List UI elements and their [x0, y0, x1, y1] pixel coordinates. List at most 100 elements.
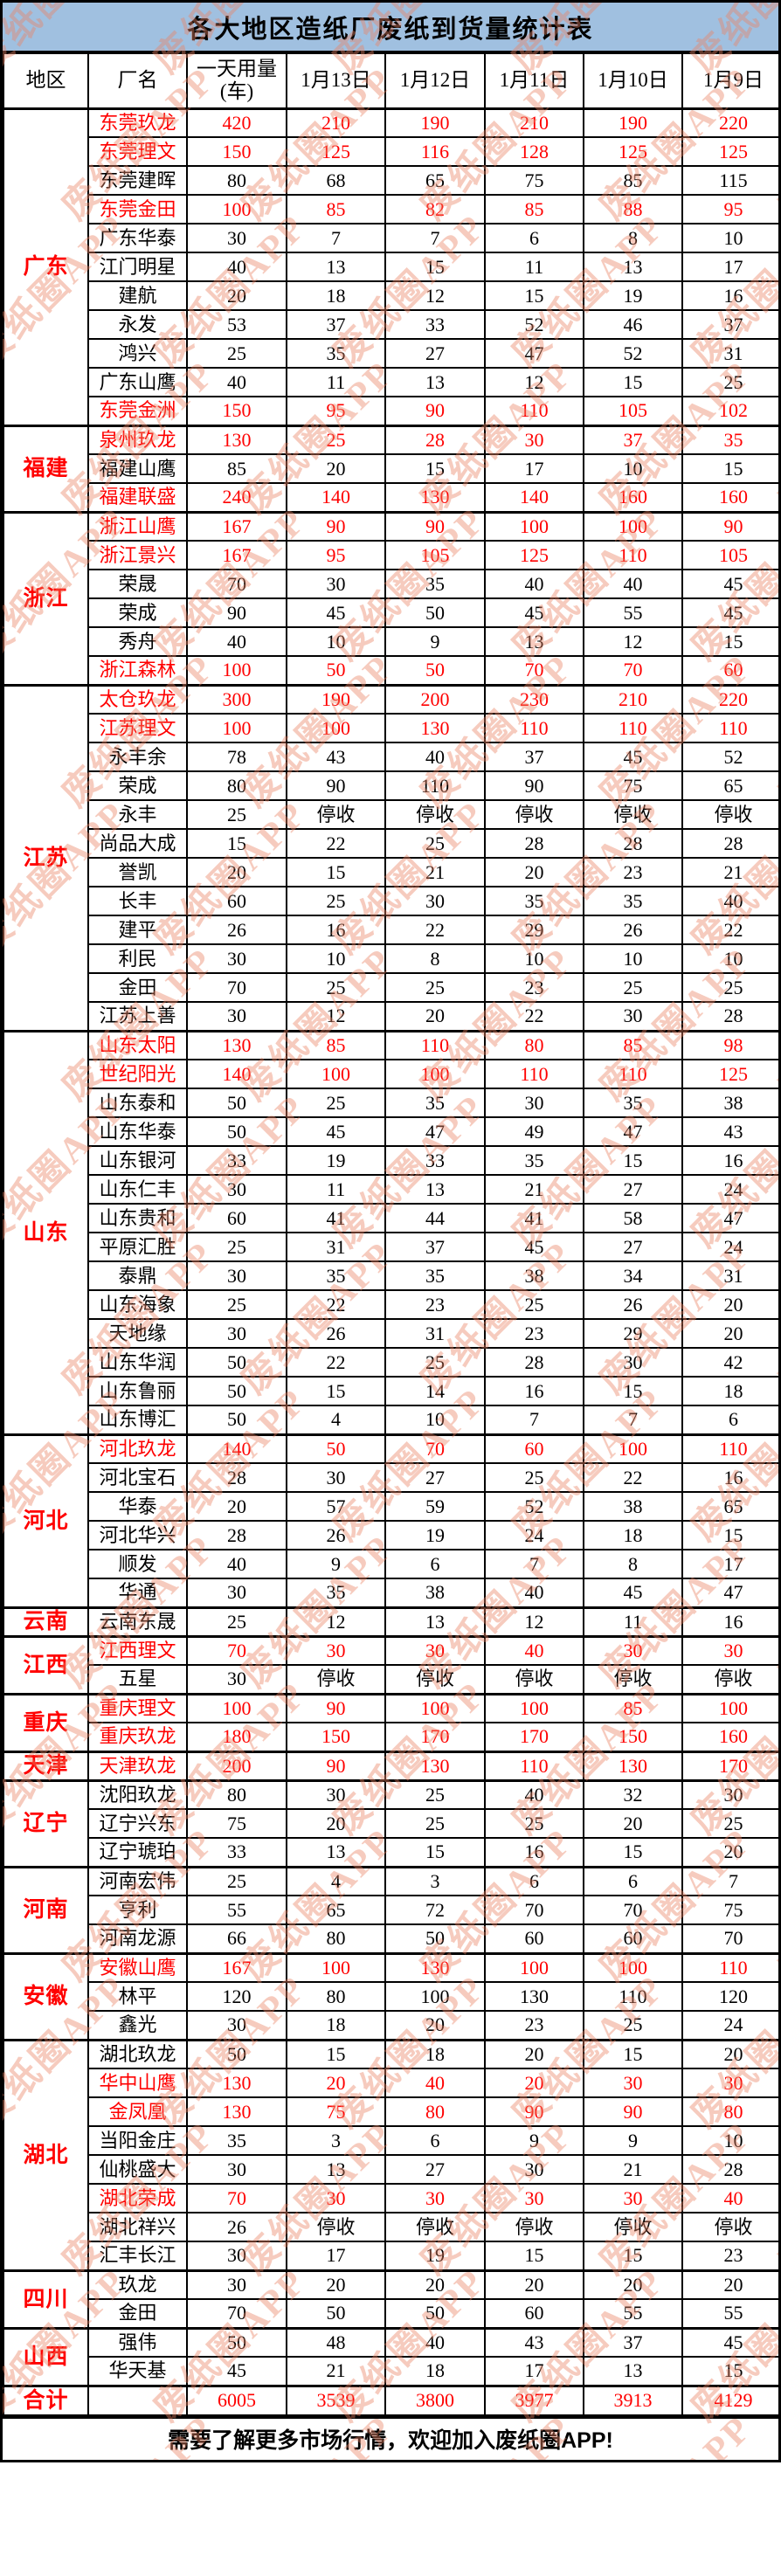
value-cell: 47 [681, 1203, 778, 1233]
value-cell: 66 [186, 1923, 287, 1954]
value-cell: 50 [186, 1116, 287, 1147]
value-cell: 160 [681, 1722, 778, 1752]
value-cell: 50 [186, 1347, 287, 1378]
value-cell: 100 [384, 1981, 486, 2012]
mill-name-cell: 山东华泰 [87, 1116, 188, 1147]
value-cell: 95 [286, 396, 386, 426]
value-cell: 125 [681, 136, 778, 167]
value-cell: 85 [186, 453, 287, 484]
table-row: 福建联盛 240 140 130 140 160 160 [3, 482, 778, 513]
value-cell: 130 [186, 424, 287, 455]
value-cell: 110 [384, 1029, 486, 1060]
value-cell: 70 [583, 1895, 683, 1925]
column-header-4: 1月12日 [384, 52, 486, 109]
value-cell: 11 [286, 367, 386, 397]
value-cell: 35 [286, 338, 386, 369]
arrival-stats-table: 地区 厂名 一天用量 (车) 1月13日 1月12日 1月11日 1月10日 1月9日 广东东… [3, 52, 778, 2416]
value-cell: 34 [583, 1260, 683, 1291]
mill-name-cell: 金田 [87, 2298, 188, 2329]
value-cell: 150 [286, 1722, 386, 1752]
value-cell: 85 [583, 1692, 683, 1723]
value-cell: 20 [583, 1808, 683, 1839]
table-row: 金田 70 25 25 23 25 25 [3, 972, 778, 1003]
mill-name-cell: 仙桃盛大 [87, 2154, 188, 2185]
total-label-cell: 合计 [3, 2384, 89, 2416]
value-cell: 28 [186, 1462, 287, 1493]
value-cell: 26 [186, 915, 287, 945]
value-cell: 停收 [384, 2212, 486, 2242]
value-cell: 15 [583, 1145, 683, 1176]
value-cell: 100 [484, 510, 584, 542]
value-cell: 70 [384, 1433, 486, 1464]
value-cell: 38 [681, 1088, 778, 1118]
value-cell: 27 [384, 338, 486, 369]
value-cell: 130 [583, 1750, 683, 1781]
value-cell: 17 [681, 1549, 778, 1579]
mill-name-cell: 山东泰和 [87, 1088, 188, 1118]
value-cell: 100 [286, 1951, 386, 1983]
value-cell: 21 [286, 2356, 386, 2386]
value-cell: 16 [681, 1145, 778, 1176]
value-cell: 15 [583, 2241, 683, 2271]
table-row: 华天基 45 21 18 17 13 15 [3, 2356, 778, 2386]
value-cell: 40 [484, 1578, 584, 1608]
value-cell: 80 [384, 2096, 486, 2127]
value-cell: 85 [286, 194, 386, 224]
region-cell: 山西 [3, 2326, 89, 2386]
value-cell: 25 [384, 972, 486, 1003]
value-cell: 停收 [681, 2212, 778, 2242]
mill-name-cell: 重庆玖龙 [87, 1722, 188, 1752]
value-cell: 停收 [484, 1664, 584, 1695]
table-row: 当阳金庄 35 3 6 9 9 10 [3, 2125, 778, 2156]
table-row: 利民 30 10 8 10 10 10 [3, 943, 778, 974]
value-cell: 100 [186, 1692, 287, 1723]
value-cell: 22 [384, 915, 486, 945]
value-cell: 110 [681, 713, 778, 743]
mill-name-cell: 广东山鹰 [87, 367, 188, 397]
value-cell: 33 [186, 1145, 287, 1176]
table-row: 仙桃盛大 30 13 27 30 21 28 [3, 2154, 778, 2185]
column-header-0: 地区 [3, 52, 89, 109]
value-cell: 230 [484, 683, 584, 715]
total-row: 合计 6005 3539 3800 3977 3913 4129 [3, 2384, 778, 2416]
value-cell: 110 [583, 713, 683, 743]
table-row: 湖北祥兴 26 停收 停收 停收 停收 停收 [3, 2212, 778, 2242]
table-row: 金田 70 50 50 60 55 55 [3, 2298, 778, 2329]
table-row: 山东博汇 50 4 10 7 7 6 [3, 1405, 778, 1435]
value-cell: 50 [384, 597, 486, 628]
value-cell: 24 [681, 1174, 778, 1205]
value-cell: 8 [384, 943, 486, 974]
value-cell: 15 [286, 1376, 386, 1406]
value-cell: 7 [286, 223, 386, 253]
value-cell: 40 [384, 2326, 486, 2358]
value-cell: 180 [186, 1722, 287, 1752]
value-cell: 116 [384, 136, 486, 167]
table-row: 辽宁 沈阳玖龙 80 30 25 40 32 30 [3, 1778, 778, 1868]
value-cell: 85 [286, 1029, 386, 1060]
region-cell: 四川 [3, 2269, 89, 2329]
value-cell: 50 [186, 1088, 287, 1118]
mill-name-cell: 建平 [87, 915, 188, 945]
mill-name-cell: 东莞金洲 [87, 396, 188, 426]
mill-name-cell: 山东太阳 [87, 1029, 188, 1060]
value-cell: 90 [384, 396, 486, 426]
table-row: 山东银河 33 19 33 35 15 16 [3, 1145, 778, 1176]
mill-name-cell: 河北玖龙 [87, 1433, 188, 1464]
value-cell: 40 [186, 252, 287, 282]
value-cell: 10 [384, 1405, 486, 1435]
mill-name-cell: 金凤凰 [87, 2096, 188, 2127]
table-row: 河北华兴 28 26 19 24 18 15 [3, 1520, 778, 1550]
value-cell: 24 [484, 1520, 584, 1550]
value-cell: 59 [384, 1491, 486, 1522]
value-cell: 70 [186, 569, 287, 599]
table-row: 永丰 25 停收 停收 停收 停收 停收 [3, 799, 778, 830]
value-cell: 70 [186, 2183, 287, 2213]
value-cell: 12 [286, 1606, 386, 1637]
value-cell: 190 [286, 683, 386, 715]
value-cell: 40 [384, 742, 486, 772]
value-cell: 8 [583, 223, 683, 253]
region-cell: 江苏 [3, 683, 89, 1032]
mill-name-cell: 强伟 [87, 2326, 188, 2358]
value-cell: 21 [681, 857, 778, 887]
value-cell: 7 [484, 1405, 584, 1435]
